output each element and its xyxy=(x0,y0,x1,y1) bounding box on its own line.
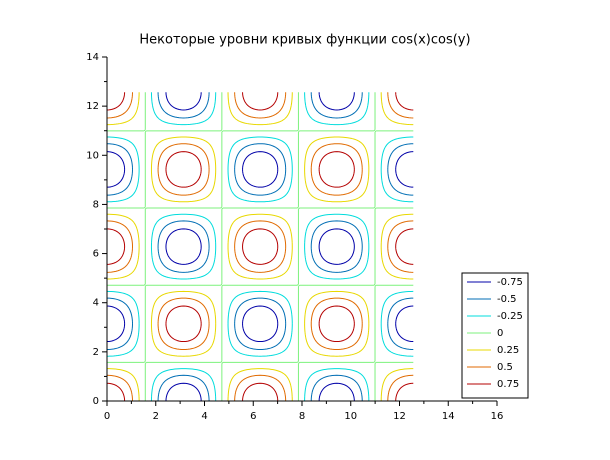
y-tick-label: 4 xyxy=(93,298,99,309)
legend-label: -0.75 xyxy=(497,277,523,288)
x-tick-label: 2 xyxy=(153,411,159,422)
y-tick-label: 8 xyxy=(93,199,99,210)
contour-line xyxy=(106,92,414,402)
contour-line xyxy=(106,92,414,402)
contour-line xyxy=(107,92,414,401)
x-tick-label: 10 xyxy=(344,411,357,422)
legend-label: 0.75 xyxy=(497,379,519,390)
contour-line xyxy=(106,92,414,402)
y-tick-label: 14 xyxy=(86,52,99,63)
y-tick-label: 6 xyxy=(93,249,99,260)
legend-label: 0.5 xyxy=(497,362,513,373)
legend-label: 0.25 xyxy=(497,345,519,356)
x-tick-label: 16 xyxy=(491,411,504,422)
x-tick-label: 4 xyxy=(201,411,207,422)
y-tick-label: 0 xyxy=(93,396,99,407)
y-tick-label: 2 xyxy=(93,347,99,358)
x-tick-label: 8 xyxy=(299,411,305,422)
legend-label: 0 xyxy=(497,328,503,339)
x-tick-label: 12 xyxy=(393,411,406,422)
x-tick-label: 14 xyxy=(442,411,455,422)
y-tick-label: 10 xyxy=(86,150,99,161)
legend-box xyxy=(461,272,529,399)
x-tick-label: 0 xyxy=(104,411,110,422)
contour-line xyxy=(106,92,414,402)
contour-line xyxy=(106,92,414,402)
y-tick-label: 12 xyxy=(86,101,99,112)
legend-label: -0.25 xyxy=(497,311,523,322)
contour-line xyxy=(106,92,414,402)
x-tick-label: 6 xyxy=(250,411,256,422)
chart-title: Некоторые уровни кривых функции cos(x)co… xyxy=(139,33,470,48)
legend-label: -0.5 xyxy=(497,294,517,305)
